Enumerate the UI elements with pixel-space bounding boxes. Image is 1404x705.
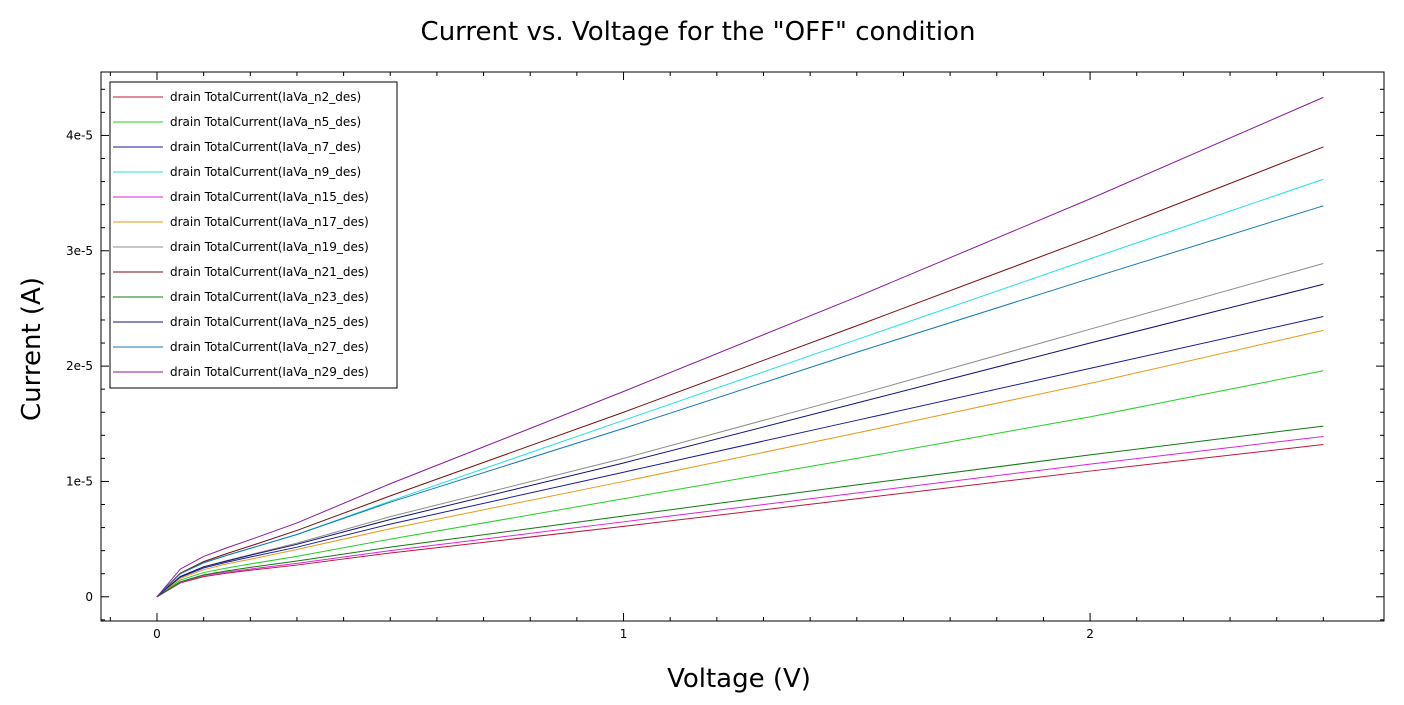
series-line [156,425,1324,598]
legend-label: drain TotalCurrent(IaVa_n5_des) [170,115,361,129]
y-tick-label: 0 [85,590,93,604]
legend: drain TotalCurrent(IaVa_n2_des)drain Tot… [109,81,398,389]
series-line [156,283,1324,598]
legend-label: drain TotalCurrent(IaVa_n7_des) [170,140,361,154]
y-axis-title: Current (A) [17,277,47,421]
axis-ticks: 0 1 2 0 1e-5 2e-5 3e-5 4e-5 [66,72,1384,641]
series-line [156,205,1324,598]
legend-label: drain TotalCurrent(IaVa_n2_des) [170,90,361,104]
legend-label: drain TotalCurrent(IaVa_n27_des) [170,340,369,354]
y-tick-label: 3e-5 [66,244,93,258]
legend-label: drain TotalCurrent(IaVa_n9_des) [170,165,361,179]
legend-box [109,81,398,389]
legend-label: drain TotalCurrent(IaVa_n29_des) [170,365,369,379]
series-lines [156,96,1324,598]
series-line [156,435,1324,598]
legend-label: drain TotalCurrent(IaVa_n25_des) [170,315,369,329]
series-line [156,316,1324,598]
x-tick-label: 1 [620,627,628,641]
legend-label: drain TotalCurrent(IaVa_n17_des) [170,215,369,229]
x-tick-label: 2 [1086,627,1094,641]
series-line [156,444,1324,598]
x-tick-label: 0 [153,627,161,641]
x-axis-title: Voltage (V) [667,664,811,694]
legend-label: drain TotalCurrent(IaVa_n21_des) [170,265,369,279]
series-line [156,370,1324,598]
legend-label: drain TotalCurrent(IaVa_n23_des) [170,290,369,304]
y-tick-label: 1e-5 [66,474,93,488]
y-tick-label: 4e-5 [66,128,93,142]
series-line [156,96,1324,598]
chart-title: Current vs. Voltage for the "OFF" condit… [421,17,976,47]
legend-label: drain TotalCurrent(IaVa_n15_des) [170,190,369,204]
series-line [156,329,1324,598]
y-tick-label: 2e-5 [66,359,93,373]
legend-label: drain TotalCurrent(IaVa_n19_des) [170,240,369,254]
series-line [156,146,1324,598]
